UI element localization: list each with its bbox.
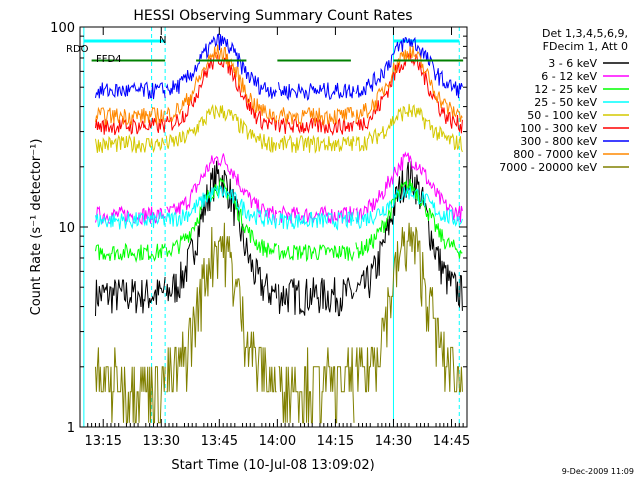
chart-title: HESSI Observing Summary Count Rates bbox=[133, 8, 412, 24]
annotation-n: N bbox=[159, 35, 166, 46]
footer-date: 9-Dec-2009 11:09 bbox=[562, 467, 634, 476]
y-tick-label-2: 100 bbox=[50, 21, 75, 36]
x-tick-label-5: 14:30 bbox=[375, 434, 412, 449]
x-tick-label-1: 13:30 bbox=[143, 434, 180, 449]
legend-label-4: 50 - 100 keV bbox=[527, 109, 597, 122]
legend-label-8: 7000 - 20000 keV bbox=[499, 161, 597, 174]
x-tick-label-2: 13:45 bbox=[201, 434, 238, 449]
legend-label-2: 12 - 25 keV bbox=[534, 83, 597, 96]
x-axis-label: Start Time (10-Jul-08 13:09:02) bbox=[171, 458, 374, 473]
x-tick-label-3: 14:00 bbox=[259, 434, 296, 449]
series-line-7 bbox=[95, 44, 463, 126]
series-line-3 bbox=[95, 185, 463, 231]
x-tick-label-0: 13:15 bbox=[84, 434, 121, 449]
series-line-1 bbox=[95, 151, 463, 226]
legend-header-1: FDecim 1, Att 0 bbox=[543, 40, 628, 53]
plot-area bbox=[83, 27, 464, 427]
x-tick-label-6: 14:45 bbox=[433, 434, 470, 449]
series-line-2 bbox=[95, 177, 463, 263]
annotation-ffd4: FFD4 bbox=[96, 54, 122, 65]
series-line-6 bbox=[95, 33, 463, 101]
y-axis-label: Count Rate (s⁻¹ detector⁻¹) bbox=[29, 139, 44, 316]
annotation-rdo: RDO bbox=[66, 44, 89, 55]
axes: 13:15 13:30 13:45 14:00 14:15 14:30 14:45 1 10 10… bbox=[50, 21, 470, 449]
y-tick-label-1: 10 bbox=[58, 221, 75, 236]
y-tick-label-0: 1 bbox=[67, 421, 75, 436]
legend-label-6: 300 - 800 keV bbox=[520, 135, 597, 148]
legend-label-7: 800 - 7000 keV bbox=[513, 148, 597, 161]
legend-header-0: Det 1,3,4,5,6,9, bbox=[542, 27, 628, 40]
legend-label-1: 6 - 12 keV bbox=[541, 70, 597, 83]
legend: Det 1,3,4,5,6,9,FDecim 1, Att 0 3 - 6 keV… bbox=[499, 27, 629, 174]
legend-label-5: 100 - 300 keV bbox=[520, 122, 597, 135]
legend-label-3: 25 - 50 keV bbox=[534, 96, 597, 109]
series-line-0 bbox=[95, 160, 463, 317]
series-line-8 bbox=[95, 222, 463, 424]
legend-label-0: 3 - 6 keV bbox=[548, 57, 597, 70]
x-tick-label-4: 14:15 bbox=[317, 434, 354, 449]
series-line-4 bbox=[95, 103, 463, 154]
